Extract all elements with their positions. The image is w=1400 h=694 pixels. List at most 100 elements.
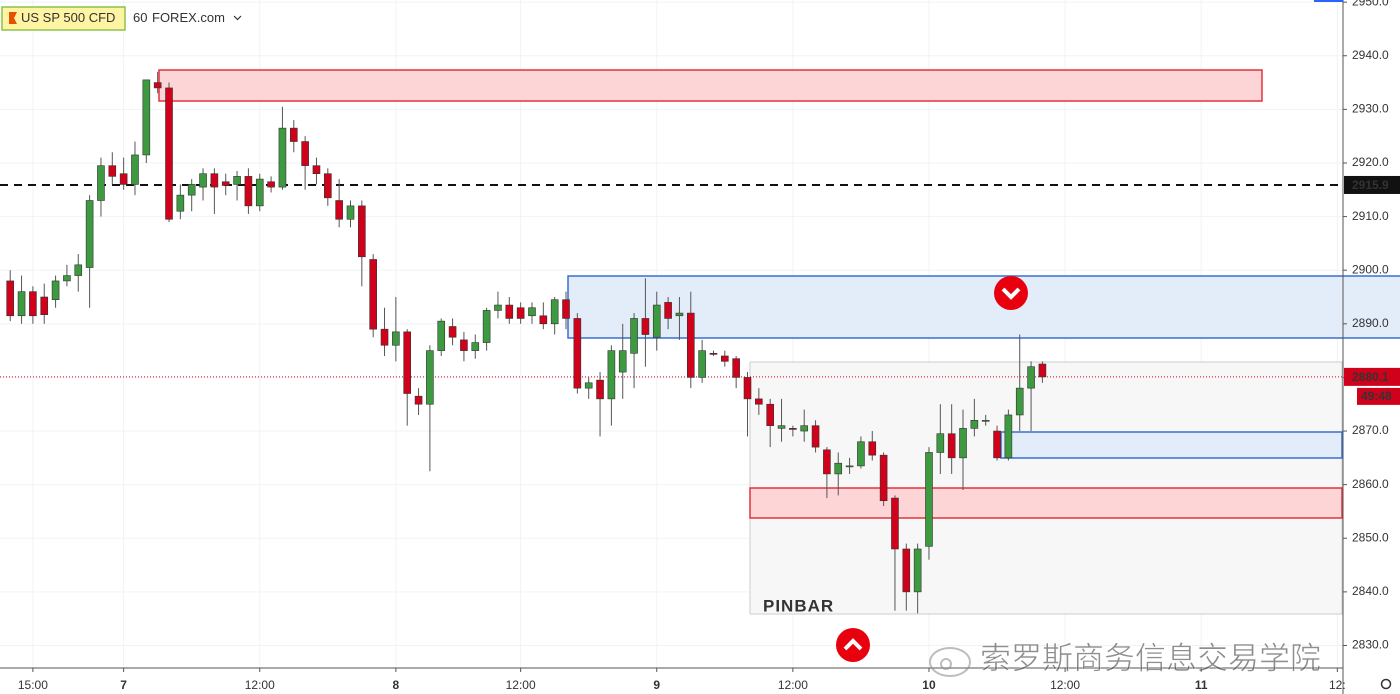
candle-body xyxy=(471,342,480,351)
dropdown-icon[interactable] xyxy=(233,15,242,21)
candle-body xyxy=(823,449,831,475)
candle-body xyxy=(380,328,389,346)
level-price-label: 2915.9 xyxy=(1352,178,1389,192)
y-tick-label: 2920.0 xyxy=(1352,155,1389,169)
candle-body xyxy=(244,176,253,207)
candle-body xyxy=(131,154,139,185)
candles xyxy=(6,71,1047,614)
x-tick-label: 8 xyxy=(393,678,400,692)
last-price-label: 2880.1 xyxy=(1352,370,1389,384)
interval[interactable]: 60 xyxy=(133,10,147,25)
candle-body xyxy=(868,441,877,456)
y-tick-label: 2850.0 xyxy=(1352,530,1389,544)
candle-body xyxy=(358,205,366,258)
candle-body xyxy=(641,318,650,335)
candle-body xyxy=(289,127,298,142)
candle-body xyxy=(85,200,94,268)
candle-body xyxy=(777,425,786,429)
last-price-box xyxy=(1344,367,1400,386)
candle-body xyxy=(834,462,843,475)
candle-body xyxy=(584,382,593,389)
candle-body xyxy=(959,428,967,459)
symbol-box[interactable] xyxy=(1,6,126,31)
source[interactable]: FOREX.com xyxy=(152,10,225,25)
candle-body xyxy=(993,430,1001,459)
candle-body xyxy=(732,358,740,378)
candle-body xyxy=(301,141,309,166)
y-tick-label: 2950.0 xyxy=(1352,0,1389,8)
candle-body xyxy=(119,173,128,185)
candle-body xyxy=(221,181,230,186)
candle-body xyxy=(562,299,570,319)
candle-body xyxy=(857,441,865,467)
supply-zone xyxy=(567,275,1400,339)
candle-body xyxy=(51,280,60,300)
candle-body xyxy=(40,296,49,315)
y-tick-label: 2840.0 xyxy=(1352,584,1389,598)
candle-body xyxy=(709,353,718,355)
candle-body xyxy=(369,259,377,330)
up-arrow xyxy=(836,628,870,662)
candle-body xyxy=(494,304,502,311)
weibo-icon xyxy=(929,647,971,677)
watermark-group: 索罗斯商务信息交易学院 xyxy=(929,641,1321,677)
candle-body xyxy=(426,350,434,405)
candle-body xyxy=(482,310,491,343)
candle-body xyxy=(891,497,899,550)
candle-body xyxy=(414,395,423,405)
candle-body xyxy=(686,312,695,378)
settings-icon[interactable] xyxy=(1380,678,1392,690)
candle-body xyxy=(29,291,37,317)
x-tick-label: 12:00 xyxy=(778,678,808,692)
candle-body xyxy=(630,318,638,354)
candle-body xyxy=(346,205,355,220)
x-tick-label: 11 xyxy=(1195,678,1208,692)
candle-body xyxy=(947,433,956,459)
candle-body xyxy=(789,428,797,430)
y-tick-label: 2890.0 xyxy=(1352,316,1389,330)
candle-body xyxy=(187,184,196,196)
candle-body xyxy=(766,403,774,426)
candle-body xyxy=(233,176,241,185)
countdown: 49:48 xyxy=(1361,389,1392,403)
candle-body xyxy=(528,307,536,317)
candle-body xyxy=(142,79,151,156)
candle-body xyxy=(460,339,468,351)
candle-body xyxy=(936,433,945,453)
candle-body xyxy=(199,173,207,188)
candle-body xyxy=(403,331,412,394)
candle-body xyxy=(811,425,820,448)
candle-body xyxy=(675,312,684,317)
candle-body xyxy=(176,194,185,212)
candle-body xyxy=(607,350,616,400)
candle-body xyxy=(970,420,979,429)
candle-body xyxy=(74,264,83,276)
level-price-box xyxy=(1344,175,1400,194)
candle-body xyxy=(108,165,117,177)
weibo-icon-eye xyxy=(940,658,952,670)
support-zone xyxy=(749,487,1343,519)
candle-body xyxy=(925,452,933,547)
y-tick-label: 2830.0 xyxy=(1352,638,1389,652)
down-arrow xyxy=(994,276,1028,310)
candle-body xyxy=(6,280,15,317)
symbol[interactable]: US SP 500 CFD xyxy=(21,10,115,25)
candle-body xyxy=(596,379,604,400)
candle-body xyxy=(392,331,400,346)
candle-body xyxy=(902,548,911,593)
candle-body xyxy=(913,548,922,593)
candle-body xyxy=(652,304,661,338)
y-tick-label: 2910.0 xyxy=(1352,209,1389,223)
candle-body xyxy=(800,425,809,432)
x-tick-label: 9 xyxy=(653,678,660,692)
candle-body xyxy=(573,318,582,389)
candle-body xyxy=(1004,414,1013,459)
candle-body xyxy=(981,420,990,422)
candle-body xyxy=(448,326,457,338)
candle-body xyxy=(165,87,173,220)
x-tick-label: 15:00 xyxy=(18,678,48,692)
candle-body xyxy=(324,173,332,199)
candle-body xyxy=(516,307,525,319)
candle-body xyxy=(539,315,548,325)
